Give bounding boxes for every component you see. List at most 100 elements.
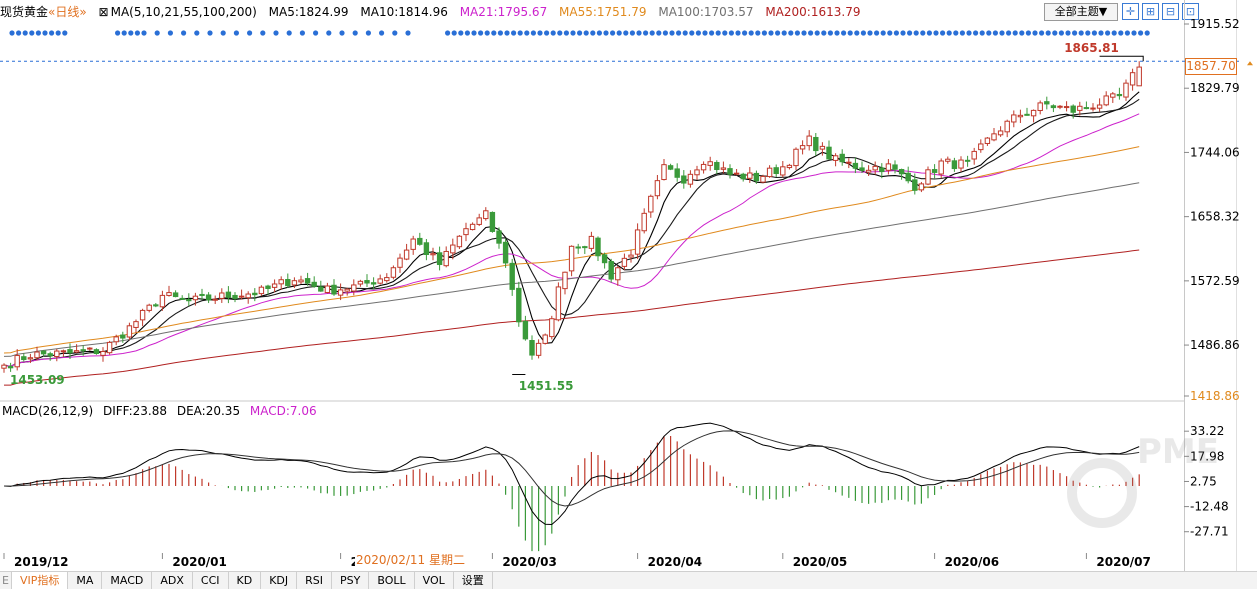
crosshair-icon[interactable]: ✛ bbox=[1122, 3, 1139, 20]
candle-body bbox=[654, 180, 661, 197]
indicator-tab-5[interactable]: CCI bbox=[193, 572, 229, 589]
candle-body bbox=[502, 241, 509, 264]
signal-dot-icon bbox=[1078, 30, 1084, 36]
candle-body bbox=[740, 173, 746, 180]
price-axis: 1915.52 1829.79 1744.06 1658.32 1572.59 1486.… bbox=[1184, 17, 1240, 403]
signal-dot-icon bbox=[814, 30, 820, 36]
date-tick-label: 2020/05 bbox=[793, 555, 847, 569]
candle-body bbox=[951, 160, 958, 170]
signal-dot-icon bbox=[49, 30, 55, 36]
candle-body bbox=[535, 342, 542, 356]
signal-dot-icon bbox=[979, 30, 985, 36]
candle-body bbox=[100, 351, 106, 356]
candle-body bbox=[27, 357, 34, 360]
zoom-in-icon[interactable]: ⊞ bbox=[1142, 3, 1159, 20]
candle-body bbox=[205, 294, 212, 301]
signal-dot-icon bbox=[827, 30, 834, 36]
indicator-tab-0[interactable]: E bbox=[0, 572, 12, 589]
candle-body bbox=[417, 237, 423, 245]
candle-body bbox=[364, 280, 370, 284]
signal-dot-icon bbox=[794, 30, 801, 36]
candle-body bbox=[146, 304, 152, 311]
high-leader-line bbox=[1099, 55, 1144, 62]
candlestick-series bbox=[1, 61, 1142, 373]
candle-body bbox=[509, 262, 515, 290]
signal-dot-icon bbox=[920, 30, 926, 36]
signal-dot-icon bbox=[590, 30, 596, 36]
fit-icon[interactable]: ⊡ bbox=[1182, 3, 1199, 20]
indicator-tab-6[interactable]: KD bbox=[229, 572, 262, 589]
indicator-tab-4[interactable]: ADX bbox=[152, 572, 193, 589]
signal-dot-icon bbox=[1039, 30, 1045, 36]
candle-body bbox=[139, 309, 146, 321]
candle-body bbox=[311, 281, 317, 287]
indicator-tab-bar: E VIP指标 MA MACD ADX CCI KD KDJ RSI PSY BOLL VOL 设置 bbox=[0, 571, 1257, 589]
signal-dot-icon bbox=[616, 30, 622, 36]
candle-body bbox=[1090, 107, 1096, 110]
signal-dot-icon bbox=[352, 30, 358, 36]
candle-body bbox=[258, 286, 265, 295]
candle-body bbox=[549, 318, 555, 338]
signal-dot-icon bbox=[1091, 30, 1097, 36]
signal-dot-icon bbox=[775, 30, 781, 36]
ma-definition[interactable]: ⊠ MA(5,10,21,55,100,200) bbox=[98, 5, 257, 19]
indicator-tab-2[interactable]: MA bbox=[68, 572, 103, 589]
indicator-tab-1[interactable]: VIP指标 bbox=[11, 572, 69, 589]
indicator-tab-11[interactable]: VOL bbox=[415, 572, 454, 589]
signal-dot-icon bbox=[847, 30, 853, 36]
extreme-markers bbox=[512, 55, 1253, 376]
signal-dot-icon bbox=[524, 30, 530, 36]
signal-dot-icon bbox=[887, 30, 893, 36]
signal-dot-icon bbox=[610, 30, 616, 36]
candle-body bbox=[166, 292, 172, 296]
indicator-tab-8[interactable]: RSI bbox=[297, 572, 332, 589]
theme-select-button[interactable]: 全部主题▼ bbox=[1044, 3, 1118, 21]
period-label[interactable]: «日线» bbox=[48, 5, 87, 19]
candle-body bbox=[192, 295, 199, 301]
signal-dot-icon bbox=[128, 30, 134, 36]
signal-dot-icon bbox=[722, 30, 728, 36]
signal-dot-icon bbox=[662, 30, 669, 36]
candle-body bbox=[47, 353, 53, 357]
moving-average-lines bbox=[3, 91, 1140, 386]
signal-dot-icon bbox=[207, 30, 213, 36]
indicator-tab-3[interactable]: MACD bbox=[102, 572, 153, 589]
ma5-value: MA5:1824.99 bbox=[268, 5, 349, 19]
candle-body bbox=[931, 169, 938, 173]
candle-body bbox=[410, 238, 416, 250]
candle-body bbox=[496, 230, 502, 244]
candle-body bbox=[628, 254, 634, 258]
candle-body bbox=[265, 285, 271, 289]
candle-body bbox=[285, 278, 291, 287]
candle-body bbox=[898, 169, 905, 175]
candle-body bbox=[997, 130, 1004, 136]
candle-body bbox=[1123, 82, 1129, 98]
macd-dea-line bbox=[3, 430, 1140, 507]
indicator-tab-9[interactable]: PSY bbox=[332, 572, 370, 589]
zoom-out-icon[interactable]: ⊟ bbox=[1162, 3, 1179, 20]
indicator-tab-12[interactable]: 设置 bbox=[454, 572, 493, 589]
candle-body bbox=[390, 267, 397, 278]
candle-body bbox=[318, 286, 324, 292]
signal-dot-icon bbox=[484, 30, 490, 36]
signal-dot-icon bbox=[900, 30, 906, 36]
signal-dot-icon bbox=[121, 30, 127, 36]
candle-body bbox=[212, 298, 218, 301]
macd-definition[interactable]: MACD(26,12,9) bbox=[2, 404, 94, 418]
signal-dot-icon bbox=[821, 30, 827, 36]
price-tick-label: 1915.52 bbox=[1190, 17, 1240, 31]
candle-body bbox=[113, 336, 119, 343]
candle-body bbox=[859, 167, 865, 171]
indicator-tab-10[interactable]: BOLL bbox=[369, 572, 415, 589]
macd-diff-value: DIFF:23.88 bbox=[102, 404, 168, 418]
signal-dot-icon bbox=[933, 30, 939, 36]
candle-body bbox=[120, 334, 126, 339]
signal-dot-icon bbox=[115, 30, 121, 36]
candle-body bbox=[661, 164, 667, 181]
signal-dot-icon bbox=[550, 30, 556, 36]
candle-body bbox=[694, 169, 700, 176]
indicator-tab-7[interactable]: KDJ bbox=[261, 572, 298, 589]
candle-body bbox=[971, 150, 977, 160]
signal-dot-icon bbox=[1138, 30, 1144, 36]
